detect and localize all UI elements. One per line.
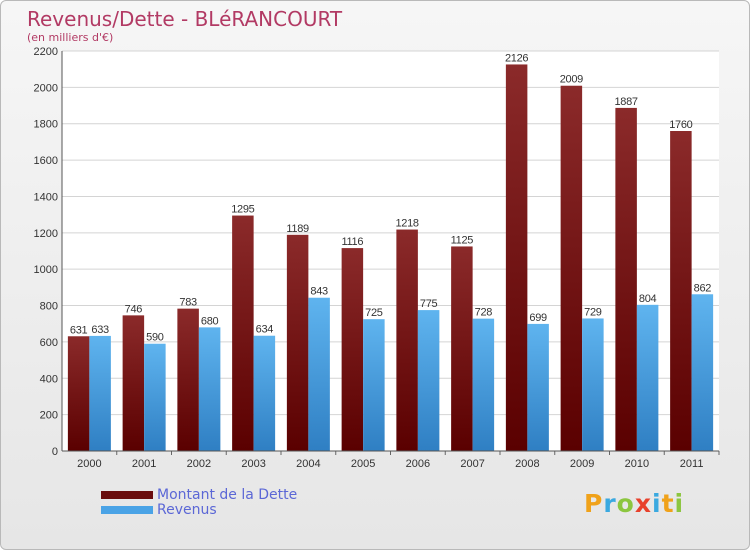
- chart-title: Revenus/Dette - BLéRANCOURT: [27, 7, 343, 31]
- y-tick-label: 2000: [34, 82, 58, 94]
- bar-dette: [67, 336, 90, 451]
- bar-revenus: [636, 304, 659, 451]
- data-label: 633: [91, 324, 109, 336]
- data-label: 728: [475, 307, 493, 319]
- bar-revenus: [363, 319, 385, 451]
- bar-dette: [670, 131, 692, 451]
- x-tick-label: 2003: [241, 458, 265, 470]
- grid-lines: [62, 50, 719, 452]
- chart-subtitle: (en milliers d'€): [27, 31, 114, 44]
- data-label: 680: [201, 315, 219, 327]
- bar-dette: [177, 308, 199, 451]
- bar-revenus: [527, 323, 549, 451]
- bar-dette: [451, 246, 473, 451]
- bar-dette: [122, 315, 145, 451]
- logo-letter: i: [674, 489, 685, 518]
- bar-dette: [341, 248, 364, 451]
- y-tick-label: 1200: [34, 228, 58, 240]
- legend-swatch-revenus: [101, 505, 153, 514]
- data-label: 590: [146, 332, 164, 344]
- y-tick-label: 0: [52, 446, 58, 458]
- y-tick-label: 2200: [34, 46, 58, 58]
- x-tick-label: 2005: [351, 458, 375, 470]
- bar-revenus: [472, 318, 495, 451]
- legend-item-dette: Montant de la Dette: [101, 486, 298, 503]
- plot-background: [62, 51, 719, 451]
- bar-revenus: [253, 335, 276, 451]
- bars-group: 631 633 746 590 783 680 1295 634 1189 843 1116 725 1…: [67, 52, 714, 452]
- data-label: 746: [125, 303, 143, 315]
- bar-dette: [396, 229, 418, 451]
- data-label: 1218: [395, 218, 418, 230]
- y-axis: 0 200 400 600 800 1000 1200 1400 1600 1800 2000 220…: [34, 46, 63, 458]
- data-label: 631: [70, 324, 88, 336]
- bar-revenus: [144, 343, 166, 451]
- logo-letter: P: [584, 489, 604, 518]
- legend-label-dette: Montant de la Dette: [157, 486, 298, 503]
- x-tick-label: 2000: [77, 458, 101, 470]
- x-tick-label: 2007: [460, 458, 484, 470]
- logo-letter: r: [603, 489, 617, 518]
- y-tick-label: 1600: [34, 155, 58, 167]
- y-tick-label: 800: [40, 301, 58, 313]
- y-tick-label: 1000: [34, 264, 58, 276]
- data-label: 804: [639, 293, 657, 305]
- data-label: 1116: [342, 236, 364, 248]
- data-label: 634: [256, 324, 274, 336]
- data-label: 1125: [451, 234, 474, 246]
- logo-letter: i: [652, 489, 662, 518]
- data-label: 862: [694, 282, 712, 294]
- x-tick-label: 2009: [570, 458, 594, 470]
- data-label: 1887: [614, 96, 637, 108]
- x-tick-label: 2010: [625, 458, 649, 470]
- bar-revenus: [89, 335, 111, 451]
- plot-area: [62, 51, 719, 451]
- data-label: 1295: [231, 204, 254, 216]
- bar-revenus: [308, 297, 330, 451]
- data-label: 843: [310, 286, 328, 298]
- data-label: 775: [420, 298, 438, 310]
- y-tick-label: 600: [40, 337, 58, 349]
- bar-revenus: [691, 294, 714, 451]
- logo-letter: o: [616, 489, 635, 518]
- data-label: 1760: [669, 119, 692, 131]
- x-tick-label: 2011: [680, 458, 704, 470]
- bar-revenus: [582, 318, 604, 451]
- data-label: 2009: [560, 74, 583, 86]
- y-tick-label: 1800: [34, 119, 58, 131]
- y-tick-label: 1400: [34, 191, 58, 203]
- y-tick-label: 200: [40, 410, 58, 422]
- bar-revenus: [417, 310, 440, 451]
- data-label: 2126: [505, 52, 528, 64]
- x-tick-label: 2002: [187, 458, 211, 470]
- x-tick-label: 2006: [406, 458, 430, 470]
- bar-dette: [615, 107, 637, 451]
- bar-dette: [505, 64, 528, 452]
- data-label: 725: [365, 307, 383, 319]
- bar-revenus: [198, 327, 221, 451]
- logo-letter: t: [661, 489, 675, 518]
- legend-swatch-dette: [101, 490, 153, 499]
- data-label: 699: [529, 312, 547, 324]
- logo-letter: x: [634, 489, 652, 518]
- x-tick-label: 2004: [296, 458, 320, 470]
- x-axis: 2000 2001 2002 2003 2004 2005 2006 2007 2008 2009…: [62, 450, 720, 470]
- legend-item-revenus: Revenus: [101, 501, 297, 518]
- x-tick-label: 2001: [132, 458, 156, 470]
- data-label: 783: [179, 297, 197, 309]
- bar-dette: [232, 215, 254, 451]
- legend: Montant de la Dette Revenus: [101, 486, 298, 518]
- bar-dette: [286, 234, 309, 451]
- data-label: 1189: [286, 223, 309, 235]
- data-label: 729: [584, 306, 602, 318]
- x-tick-label: 2008: [515, 458, 539, 470]
- y-tick-label: 400: [40, 373, 58, 385]
- proxiti-logo: Proxiti: [584, 489, 684, 518]
- bar-dette: [560, 85, 583, 452]
- legend-label-revenus: Revenus: [157, 501, 217, 518]
